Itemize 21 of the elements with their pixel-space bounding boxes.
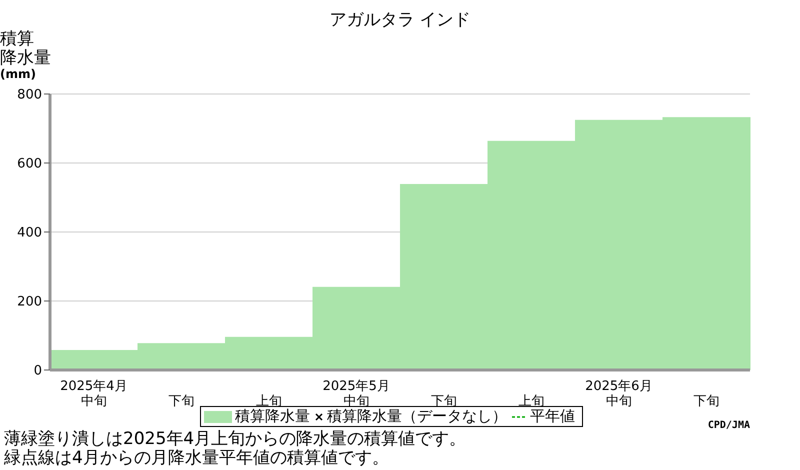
legend-label: 平年値 xyxy=(530,407,575,426)
chart-title: アガルタラ インド xyxy=(329,10,471,30)
x-tick-label: 上旬 xyxy=(518,394,544,409)
x-tick-label: 2025年4月中旬 xyxy=(60,379,128,409)
y-tick-label: 400 xyxy=(17,226,42,241)
y-tick-label: 800 xyxy=(17,88,42,103)
x-tick-label: 上旬 xyxy=(256,394,282,409)
legend-label: 積算降水量（データなし） xyxy=(327,407,507,426)
y-axis-title: 積算降水量(mm) xyxy=(0,29,51,81)
x-tick-label: 2025年6月中旬 xyxy=(585,379,652,409)
y-tick-label: 600 xyxy=(17,156,42,172)
x-tick-label: 2025年5月中旬 xyxy=(322,379,390,409)
y-tick-label: 0 xyxy=(34,364,42,379)
legend-label: 積算降水量 xyxy=(235,407,310,426)
x-tick-label: 下旬 xyxy=(430,394,457,409)
text: 緑点線は4月からの月降水量平年値の積算値です。 xyxy=(4,448,390,468)
y-tick-label: 200 xyxy=(17,294,42,310)
text: CPD/JMA xyxy=(708,420,750,431)
x-tick-label: 下旬 xyxy=(693,394,720,409)
text: 薄緑塗り潰しは2025年4月上旬からの降水量の積算値です。 xyxy=(4,429,466,449)
x-tick-label: 下旬 xyxy=(168,394,194,409)
